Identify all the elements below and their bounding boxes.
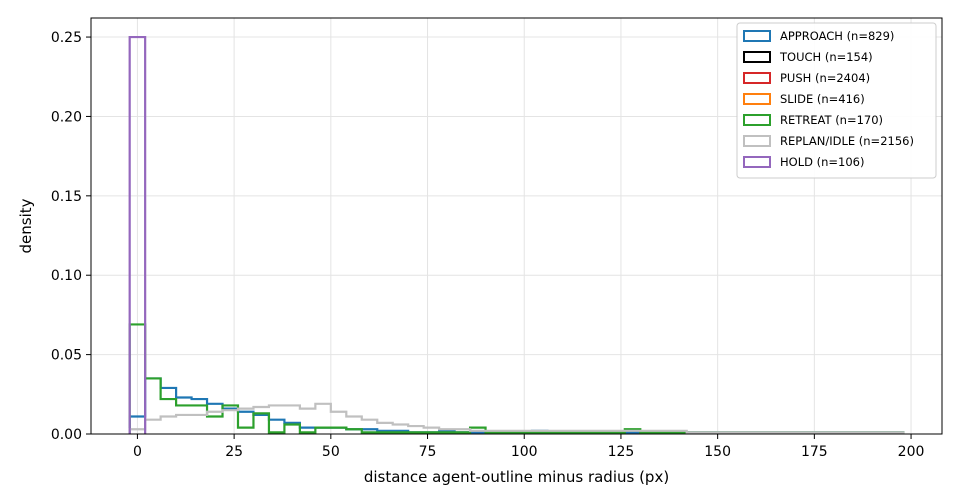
legend-swatch-push	[743, 72, 771, 84]
legend-label-push: PUSH (n=2404)	[780, 71, 870, 85]
x-tick-label: 75	[419, 444, 437, 460]
series-layer	[128, 35, 905, 434]
legend-label-replan-idle: REPLAN/IDLE (n=2156)	[780, 134, 914, 148]
series-replan-idle-step	[128, 402, 905, 434]
y-tick-label: 0.25	[51, 30, 82, 46]
y-tick-label: 0.10	[51, 268, 82, 284]
legend-label-retreat: RETREAT (n=170)	[780, 113, 883, 127]
series-approach-step	[128, 377, 905, 434]
y-tick-label: 0.05	[51, 348, 82, 364]
legend-swatch-touch	[743, 51, 771, 63]
legend-label-slide: SLIDE (n=416)	[780, 92, 865, 106]
legend-swatch-replan-idle	[743, 135, 771, 147]
x-tick-label: 150	[704, 444, 731, 460]
series-retreat-step	[128, 323, 905, 434]
x-tick-label: 175	[801, 444, 828, 460]
y-axis-ticks: 0.00 0.05 0.10 0.15 0.20 0.25	[51, 30, 91, 443]
legend-swatch-hold	[743, 156, 771, 168]
legend-label-approach: APPROACH (n=829)	[780, 29, 894, 43]
legend-label-touch: TOUCH (n=154)	[779, 50, 873, 64]
x-tick-label: 0	[133, 444, 142, 460]
legend-label-hold: HOLD (n=106)	[780, 155, 864, 169]
y-tick-label: 0.00	[51, 427, 82, 443]
y-tick-label: 0.20	[51, 109, 82, 125]
x-tick-label: 125	[608, 444, 635, 460]
legend-swatch-slide	[743, 93, 771, 105]
y-axis-label: density	[17, 198, 35, 253]
x-tick-label: 100	[511, 444, 538, 460]
plot-frame	[90, 17, 943, 435]
series-hold-step	[128, 35, 147, 434]
legend-swatch-approach	[743, 30, 771, 42]
x-tick-label: 25	[225, 444, 243, 460]
x-tick-label: 200	[898, 444, 925, 460]
x-axis-label: distance agent-outline minus radius (px)	[364, 468, 669, 486]
y-tick-label: 0.15	[51, 189, 82, 205]
legend: APPROACH (n=829) TOUCH (n=154) PUSH (n=240…	[736, 22, 937, 179]
legend-swatch-retreat	[743, 114, 771, 126]
x-axis-ticks: 0 25 50 75 100 125 150 175 200	[133, 434, 924, 460]
x-tick-label: 50	[322, 444, 340, 460]
legend-box	[736, 22, 937, 179]
